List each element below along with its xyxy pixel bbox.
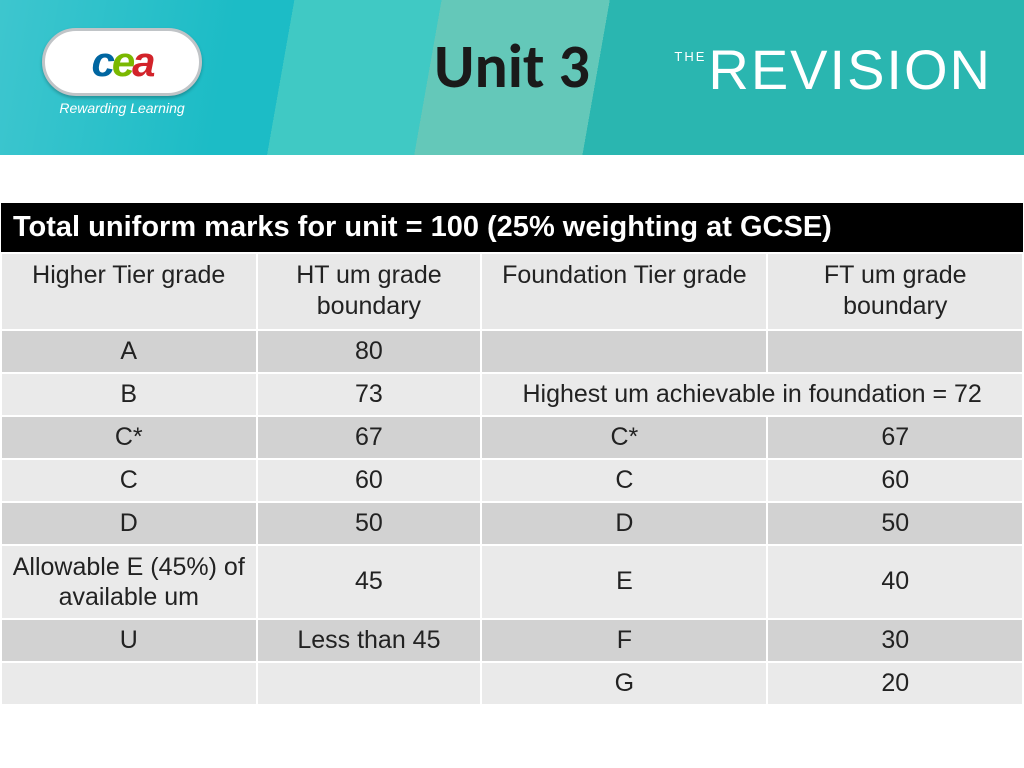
table-row: Allowable E (45%) of available um45E40 — [1, 545, 1023, 619]
table-cell: C* — [1, 416, 257, 459]
table-row: D50D50 — [1, 502, 1023, 545]
brand-the: THE — [674, 50, 706, 63]
table-cell: C* — [481, 416, 767, 459]
table-cell: C — [1, 459, 257, 502]
table-column-headers: Higher Tier grade HT um grade boundary F… — [1, 253, 1023, 330]
table-cell: 67 — [257, 416, 482, 459]
table-cell: 80 — [257, 330, 482, 373]
col-header-ft-grade: Foundation Tier grade — [481, 253, 767, 330]
grade-table-wrap: Total uniform marks for unit = 100 (25% … — [0, 203, 1024, 706]
table-cell: 45 — [257, 545, 482, 619]
table-cell — [481, 330, 767, 373]
table-cell: C — [481, 459, 767, 502]
table-cell: 67 — [767, 416, 1023, 459]
table-cell: 60 — [767, 459, 1023, 502]
grade-table: Total uniform marks for unit = 100 (25% … — [0, 203, 1024, 706]
table-cell: 40 — [767, 545, 1023, 619]
table-cell: Allowable E (45%) of available um — [1, 545, 257, 619]
table-title-row: Total uniform marks for unit = 100 (25% … — [1, 203, 1023, 253]
brand-revision: THE REVISION — [674, 42, 992, 98]
col-header-ft-boundary: FT um grade boundary — [767, 253, 1023, 330]
slide-header: c e a Rewarding Learning Unit 3 THE REVI… — [0, 0, 1024, 155]
table-cell: G — [481, 662, 767, 705]
col-header-ht-boundary: HT um grade boundary — [257, 253, 482, 330]
table-cell: D — [481, 502, 767, 545]
table-cell — [1, 662, 257, 705]
table-cell: B — [1, 373, 257, 416]
table-cell: 20 — [767, 662, 1023, 705]
table-cell: 50 — [257, 502, 482, 545]
table-row: C*67C*67 — [1, 416, 1023, 459]
brand-main: REVISION — [708, 42, 992, 98]
table-title: Total uniform marks for unit = 100 (25% … — [1, 203, 1023, 253]
col-header-ht-grade: Higher Tier grade — [1, 253, 257, 330]
table-cell — [257, 662, 482, 705]
table-cell: 30 — [767, 619, 1023, 662]
table-cell: A — [1, 330, 257, 373]
table-row: G20 — [1, 662, 1023, 705]
table-cell: Less than 45 — [257, 619, 482, 662]
table-cell: F — [481, 619, 767, 662]
table-cell-merged: Highest um achievable in foundation = 72 — [481, 373, 1023, 416]
table-cell: D — [1, 502, 257, 545]
table-cell: E — [481, 545, 767, 619]
table-row: ULess than 45F30 — [1, 619, 1023, 662]
table-row: A80 — [1, 330, 1023, 373]
table-cell: 73 — [257, 373, 482, 416]
table-cell: U — [1, 619, 257, 662]
table-cell: 50 — [767, 502, 1023, 545]
table-cell — [767, 330, 1023, 373]
table-row: B73Highest um achievable in foundation =… — [1, 373, 1023, 416]
table-row: C60C60 — [1, 459, 1023, 502]
table-cell: 60 — [257, 459, 482, 502]
